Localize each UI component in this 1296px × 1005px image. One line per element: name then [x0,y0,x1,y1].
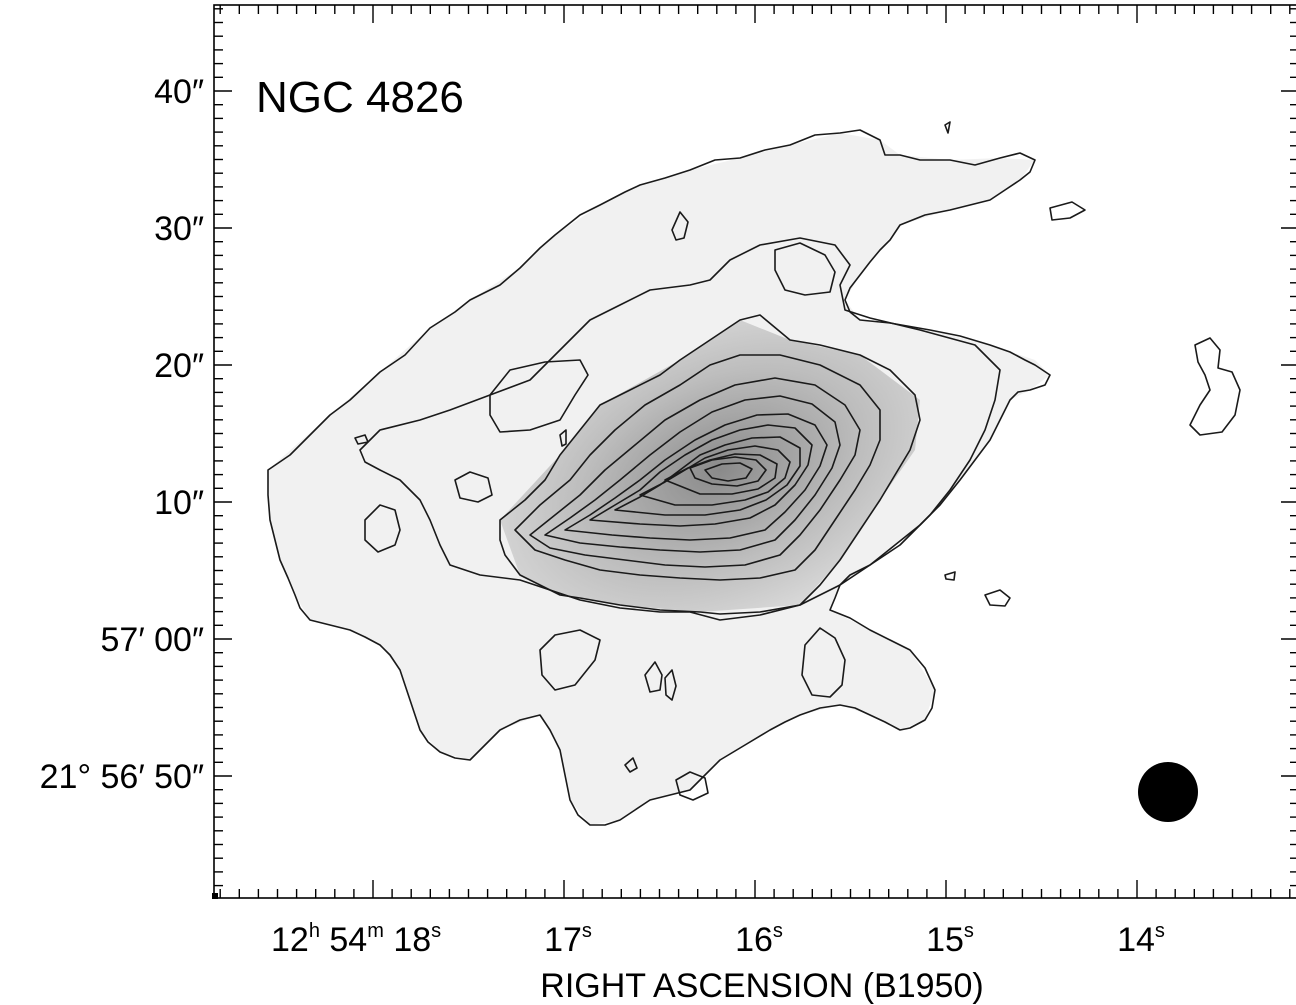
beam-symbol [1138,762,1198,822]
contour-island [675,771,709,801]
contour-inner-3 [514,354,881,581]
contour-island [489,359,589,433]
x-tick-label: 16s [735,920,783,959]
y-tick-label: 57′ 00″ [101,621,205,659]
contour-outer [267,129,1051,826]
y-tick-label: 21° 56′ 50″ [40,758,204,796]
contour-island [1049,201,1086,221]
x-axis-label: RIGHT ASCENSION (B1950) [540,967,983,1005]
y-tick-label: 30″ [154,210,204,248]
contour-island [774,242,836,296]
x-tick-labels: 12h 54m 18s 17s 16s 15s 14s [271,920,1165,959]
plot-frame [213,4,1296,899]
emission-grayscale [268,133,1050,825]
contour-inner-7 [589,424,813,527]
contour-island [1189,337,1241,436]
contour-inner-5 [544,395,841,553]
x-tick-label: 17s [544,920,592,959]
x-major-ticks [372,5,1138,898]
contour-inner-2 [499,314,921,615]
contour-inner-6 [564,413,828,541]
contour-island [644,661,663,693]
contour-island [664,669,677,701]
x-minor-ticks [219,5,1291,898]
contour-island [539,629,601,691]
contour-inner-12 [704,462,753,482]
x-tick-label: 15s [926,920,974,959]
contour-island [944,121,951,134]
y-tick-label: 10″ [154,484,204,522]
contour-island [624,757,638,773]
y-tick-label: 40″ [154,73,204,111]
frame-corner-mark [212,893,218,899]
x-tick-label: 14s [1117,920,1165,959]
y-major-ticks [214,90,1296,777]
y-minor-ticks [214,8,1296,887]
contour-island [801,627,846,698]
contour-island [364,504,401,553]
contour-island [984,589,1011,607]
x-tick-label: 12h 54m 18s [271,920,441,959]
y-tick-labels: 40″ 30″ 20″ 10″ 57′ 00″ 21° 56′ 50″ [40,73,204,796]
map-title: NGC 4826 [256,73,464,122]
contour-island [559,429,567,447]
contours [267,121,1241,826]
contour-inner-11 [689,456,767,487]
contour-inner-1 [359,237,1001,621]
y-tick-label: 20″ [154,347,204,385]
contour-island [454,471,493,503]
contour-island [671,211,689,241]
contour-island [354,434,369,445]
contour-inner-4 [529,377,861,568]
contour-island [944,571,956,581]
